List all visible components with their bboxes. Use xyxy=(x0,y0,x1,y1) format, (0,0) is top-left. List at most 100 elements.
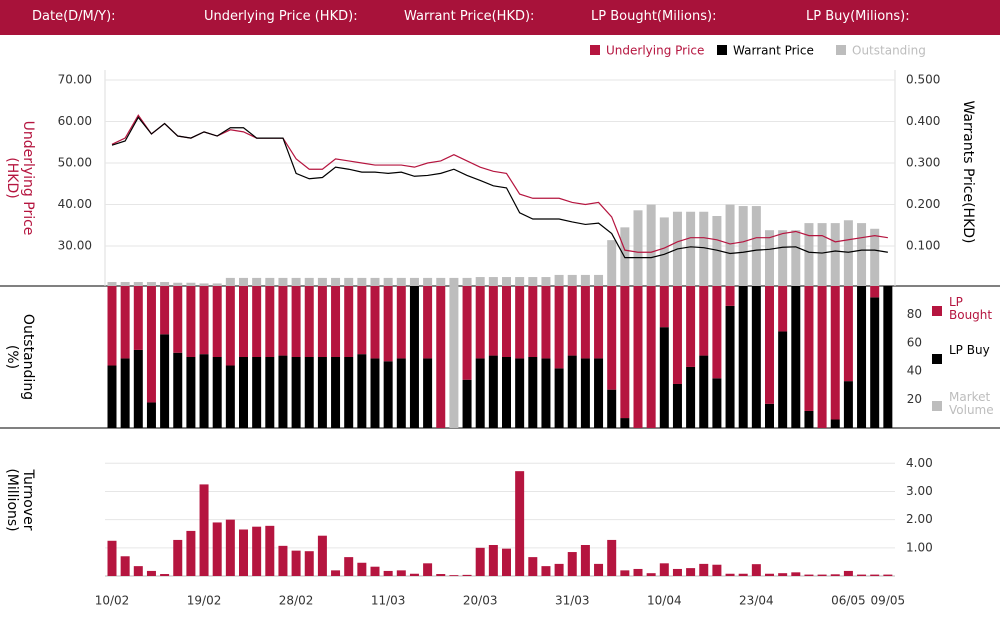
outstanding-bar xyxy=(725,204,735,287)
header-label: Warrant Price(HKD): xyxy=(404,9,535,24)
y-tick-label: 60.00 xyxy=(58,114,92,128)
stacked-bar xyxy=(620,418,630,428)
stacked-bar xyxy=(686,286,696,367)
stacked-bar xyxy=(659,327,669,428)
turnover-bar xyxy=(725,573,735,576)
x-tick-label: 09/05 xyxy=(871,594,906,608)
stacked-bar xyxy=(186,357,196,428)
turnover-bar xyxy=(765,573,774,576)
turnover-bar xyxy=(317,535,327,576)
stacked-bar xyxy=(278,286,288,356)
stacked-bar xyxy=(383,286,393,362)
outstanding-bar xyxy=(449,277,459,287)
turnover-bar xyxy=(541,566,551,576)
legend-label: Outstanding xyxy=(852,44,926,58)
stacked-bar xyxy=(528,286,538,357)
stacked-bar xyxy=(462,379,472,428)
y-tick-label: 40 xyxy=(907,364,922,378)
y-axis-label: Turnover (Millions) xyxy=(4,468,36,532)
stacked-bar xyxy=(357,354,367,428)
turnover-bar xyxy=(567,552,577,576)
turnover-bar xyxy=(502,548,511,576)
outstanding-bar xyxy=(120,282,130,287)
legend-swatch xyxy=(836,45,846,55)
stacked-bar xyxy=(765,403,774,428)
x-tick-label: 20/03 xyxy=(463,594,498,608)
outstanding-bar xyxy=(239,277,248,287)
turnover-bar xyxy=(291,550,301,576)
stacked-bar xyxy=(133,286,143,350)
y-tick-label: 80 xyxy=(907,307,922,321)
stacked-bar xyxy=(199,286,209,355)
turnover-bar xyxy=(396,570,406,576)
header-bar xyxy=(0,0,1000,35)
stacked-bar xyxy=(423,286,433,359)
turnover-bar xyxy=(383,570,393,576)
stacked-bar xyxy=(607,286,617,390)
outstanding-bar xyxy=(528,277,538,287)
stacked-bar xyxy=(672,383,682,428)
turnover-bar xyxy=(199,484,209,576)
stacked-bar xyxy=(304,357,314,428)
stacked-bar xyxy=(817,286,827,428)
outstanding-bar xyxy=(817,223,827,287)
stacked-bar xyxy=(344,286,354,357)
turnover-bar xyxy=(607,539,617,576)
turnover-bar xyxy=(830,574,840,576)
stacked-bar xyxy=(515,286,525,359)
stacked-bar xyxy=(725,305,735,428)
stacked-bar xyxy=(594,286,604,359)
y-tick-label: 70.00 xyxy=(58,73,92,87)
turnover-bar xyxy=(133,566,143,576)
outstanding-bar xyxy=(541,277,551,287)
stacked-bar xyxy=(225,365,235,428)
stacked-bar xyxy=(344,357,354,428)
stacked-bar xyxy=(396,358,406,428)
turnover-bar xyxy=(239,529,248,576)
outstanding-bar xyxy=(765,230,774,287)
stacked-bar xyxy=(686,366,696,428)
outstanding-bar xyxy=(699,211,709,287)
turnover-bar xyxy=(699,563,709,576)
legend-swatch xyxy=(932,354,942,364)
outstanding-bar xyxy=(107,282,117,287)
x-tick-label: 10/02 xyxy=(95,594,130,608)
turnover-bar xyxy=(751,564,761,576)
outstanding-bar xyxy=(344,277,354,287)
stacked-bar xyxy=(370,286,380,359)
stacked-bar xyxy=(515,358,525,428)
x-tick-label: 19/02 xyxy=(187,594,222,608)
stacked-bar xyxy=(278,355,288,428)
turnover-bar xyxy=(488,545,498,576)
x-tick-label: 23/04 xyxy=(739,594,774,608)
turnover-bar xyxy=(449,575,459,576)
outstanding-bar xyxy=(396,277,406,287)
turnover-bar xyxy=(817,574,827,576)
stacked-bar xyxy=(699,355,709,428)
turnover-bar xyxy=(804,574,814,576)
outstanding-bar xyxy=(843,220,853,287)
turnover-bar xyxy=(304,551,314,576)
legend-label: Warrant Price xyxy=(733,44,814,58)
outstanding-bar xyxy=(488,277,498,287)
stacked-bar xyxy=(146,402,156,428)
turnover-bar xyxy=(107,540,117,576)
y-axis-label: Outstanding (%) xyxy=(4,313,36,401)
stacked-bar xyxy=(883,286,893,428)
y-tick-label: 2.00 xyxy=(906,512,933,526)
stacked-bar xyxy=(160,334,170,428)
stacked-bar xyxy=(528,357,538,428)
price-line xyxy=(111,116,888,259)
turnover-bar xyxy=(409,573,419,576)
stacked-bar xyxy=(699,286,709,356)
stacked-bar xyxy=(212,286,222,357)
turnover-bar xyxy=(554,563,564,576)
stacked-bar xyxy=(212,357,222,428)
stacked-bar xyxy=(252,357,262,428)
turnover-bar xyxy=(515,471,525,576)
y2-tick-label: 0.100 xyxy=(906,239,940,253)
outstanding-bar xyxy=(870,228,880,287)
stacked-bar xyxy=(357,286,367,355)
